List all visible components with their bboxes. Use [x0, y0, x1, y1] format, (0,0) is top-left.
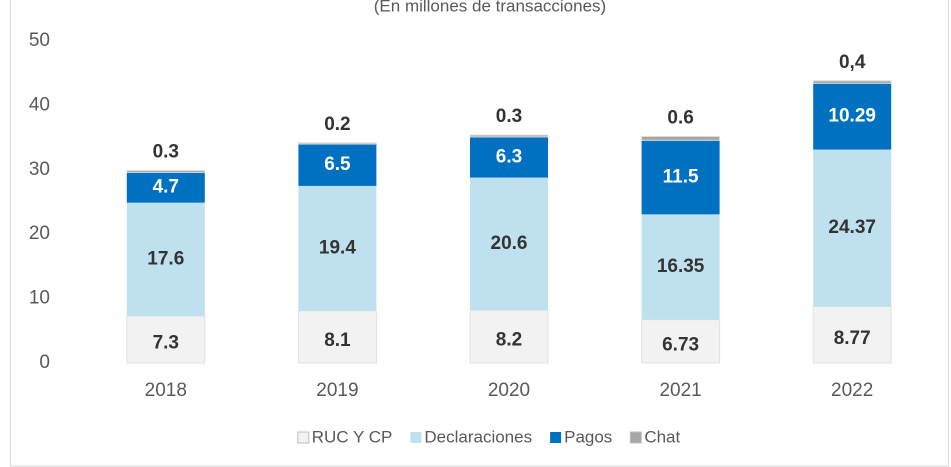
legend-swatch — [550, 432, 562, 443]
data-label: 24.37 — [828, 217, 876, 238]
bar-segment — [812, 306, 892, 364]
data-label: 0.3 — [496, 106, 522, 127]
legend-label: Chat — [644, 427, 680, 446]
y-tick-label: 50 — [29, 30, 50, 51]
bar-segment — [470, 177, 548, 311]
bar-segment — [812, 80, 892, 84]
bar-segment — [641, 140, 720, 215]
data-label: 8.2 — [496, 330, 522, 351]
data-label: 0.2 — [324, 114, 350, 135]
x-tick-label: 2019 — [316, 380, 358, 401]
bar-segment — [298, 144, 377, 186]
bar-segment — [813, 83, 892, 150]
bar-segment — [469, 134, 549, 138]
data-label: 4.7 — [153, 177, 179, 198]
bar-segment — [297, 142, 377, 145]
data-label: 8.1 — [324, 330, 351, 351]
data-label: 0.6 — [667, 107, 693, 128]
data-label: 7.3 — [153, 333, 179, 354]
bar-segment — [470, 136, 548, 178]
data-label: 11.5 — [663, 166, 699, 187]
bar-segment — [126, 172, 205, 203]
data-label: 0.3 — [153, 141, 179, 162]
bar-segment — [298, 185, 377, 311]
y-tick-label: 0 — [39, 352, 50, 373]
bar-segment — [126, 169, 206, 173]
legend-swatch — [410, 432, 422, 443]
bar-segment — [126, 202, 205, 316]
data-label: 6.73 — [662, 334, 699, 355]
legend-swatch — [629, 431, 642, 444]
x-tick-label: 2018 — [145, 380, 187, 401]
data-label: 16.35 — [657, 256, 705, 277]
bar-segment — [126, 315, 206, 364]
y-tick-label: 20 — [29, 223, 50, 244]
x-tick-label: 2022 — [831, 380, 873, 401]
legend-label: Declaraciones — [424, 427, 532, 446]
bar-segment — [813, 149, 892, 307]
x-tick-label: 2020 — [488, 380, 530, 401]
data-label: 8.77 — [834, 328, 871, 349]
bar-segment — [469, 309, 549, 364]
legend-label: RUC Y CP — [312, 427, 393, 446]
x-tick-label: 2021 — [659, 380, 701, 401]
chart-subtitle: (En millones de transacciones) — [374, 0, 606, 15]
data-label: 6.5 — [324, 154, 351, 175]
legend-swatch — [297, 431, 310, 444]
data-label: 20.6 — [491, 233, 528, 254]
data-label: 6.3 — [496, 146, 522, 167]
data-label: 19.4 — [319, 237, 356, 258]
data-label: 10.29 — [828, 105, 876, 126]
bar-segment — [641, 135, 721, 141]
data-label: 17.6 — [147, 248, 184, 269]
y-tick-label: 30 — [29, 159, 50, 180]
y-tick-label: 10 — [29, 288, 50, 309]
bar-segment — [641, 214, 720, 320]
bar-segment — [297, 310, 377, 364]
data-label: 0,4 — [839, 52, 866, 73]
y-tick-label: 40 — [29, 94, 50, 115]
legend-label: Pagos — [564, 427, 612, 446]
